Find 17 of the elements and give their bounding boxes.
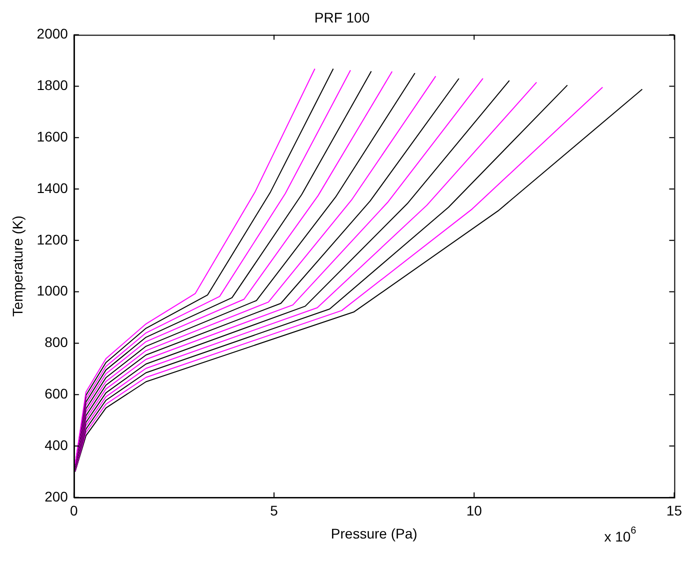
y-tick-label: 1600 [36, 128, 68, 144]
chart-title: PRF 100 [314, 9, 370, 26]
y-tick-label: 1200 [36, 231, 68, 248]
y-tick-label: 1800 [36, 77, 68, 94]
y-tick-label: 1400 [36, 180, 68, 196]
y-tick-label: 200 [44, 488, 68, 504]
x-tick-label: 10 [466, 502, 482, 519]
x-tick-label: 15 [666, 502, 682, 519]
y-tick-label: 400 [44, 436, 68, 453]
y-tick-label: 1000 [36, 282, 68, 299]
y-tick-label: 2000 [36, 26, 68, 42]
x-axis-title: Pressure (Pa) [330, 525, 418, 542]
x-tick-label: 5 [270, 502, 278, 519]
x-tick-label: 0 [70, 502, 78, 519]
y-tick-label: 600 [44, 385, 68, 402]
y-tick-label: 800 [44, 334, 68, 350]
y-axis-title: Temperature (K) [9, 216, 26, 317]
